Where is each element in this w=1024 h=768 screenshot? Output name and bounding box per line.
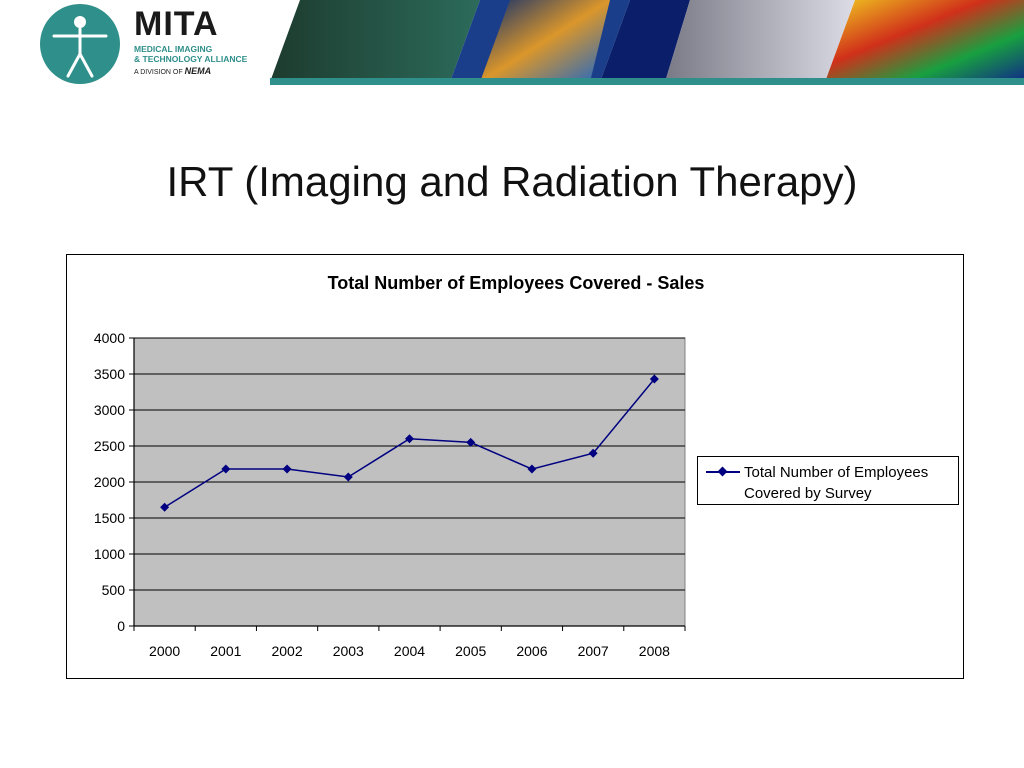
data-point-marker: [466, 437, 476, 447]
y-tick-label: 2500: [94, 438, 125, 454]
header: MITA MEDICAL IMAGING & TECHNOLOGY ALLIAN…: [0, 0, 1024, 90]
y-tick-label: 1000: [94, 546, 125, 562]
x-tick-label: 2006: [516, 643, 547, 659]
vitruvian-figure-icon: [52, 16, 108, 78]
x-tick-label: 2003: [333, 643, 364, 659]
chart-legend: Total Number of Employees Covered by Sur…: [697, 456, 959, 505]
x-tick-label: 2004: [394, 643, 425, 659]
diamond-marker-icon: [717, 466, 728, 477]
data-point-marker: [527, 464, 537, 474]
y-tick-label: 3000: [94, 402, 125, 418]
x-tick-label: 2007: [578, 643, 609, 659]
brand-division: A DIVISION OF NEMA: [134, 64, 274, 80]
brand-division-org: NEMA: [184, 66, 212, 76]
y-tick-label: 500: [102, 582, 126, 598]
y-tick-label: 4000: [94, 330, 125, 346]
data-point-marker: [160, 502, 170, 512]
y-axis: 0 500 1000 1500 2000 2500 3000 3500 4000: [94, 330, 134, 634]
header-stripe: [270, 78, 1024, 85]
brand-block: MITA MEDICAL IMAGING & TECHNOLOGY ALLIAN…: [134, 6, 274, 80]
data-point-marker: [405, 434, 414, 444]
x-tick-label: 2001: [210, 643, 241, 659]
x-axis: 2000 2001 2002 2003 2004 2005 2006 2007 2008: [133, 338, 686, 659]
x-tick-label: 2000: [149, 643, 180, 659]
legend-series-label: Total Number of Employees Covered by Sur…: [744, 464, 929, 502]
mita-logo: [40, 4, 120, 84]
data-point-marker: [221, 464, 231, 474]
y-tick-label: 2000: [94, 474, 125, 490]
line-chart: Total Number of Employees Covered - Sale…: [94, 273, 705, 659]
brand-division-prefix: A DIVISION OF: [134, 69, 183, 76]
data-point-marker: [649, 374, 659, 384]
data-point-marker: [282, 464, 292, 474]
chart-frame: Total Number of Employees Covered - Sale…: [66, 254, 964, 679]
slide-title: IRT (Imaging and Radiation Therapy): [166, 158, 858, 205]
y-tick-label: 1500: [94, 510, 125, 526]
brand-subtitle-1: MEDICAL IMAGING: [134, 44, 213, 54]
header-image-banner: [270, 0, 1024, 82]
x-tick-label: 2005: [455, 643, 486, 659]
data-point-marker: [343, 472, 353, 482]
y-tick-label: 0: [117, 618, 125, 634]
x-tick-label: 2008: [639, 643, 670, 659]
brand-subtitle-2: & TECHNOLOGY ALLIANCE: [134, 54, 248, 64]
y-tick-label: 3500: [94, 366, 125, 382]
series-group: [160, 374, 659, 512]
brand-title: MITA: [134, 5, 219, 43]
chart-title: Total Number of Employees Covered - Sale…: [328, 273, 705, 293]
data-point-marker: [588, 448, 598, 458]
x-tick-label: 2002: [271, 643, 302, 659]
